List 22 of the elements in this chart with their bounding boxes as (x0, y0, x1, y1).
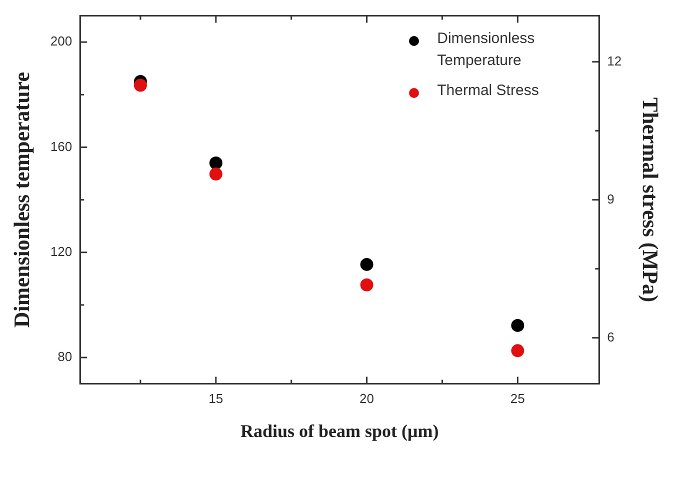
y-axis-title: Dimensionless temperature (8, 72, 34, 328)
legend-label: Thermal Stress (437, 80, 540, 101)
point (360, 258, 374, 271)
x-tick-label: 15 (208, 391, 224, 406)
x-tick-label: 20 (360, 391, 374, 406)
point (134, 78, 147, 92)
legend-label: Dimensionless Temperature (437, 28, 536, 71)
point (209, 156, 222, 170)
y2-tick-label: 9 (607, 191, 614, 206)
point (511, 344, 524, 358)
y2-tick-label: 12 (607, 53, 622, 68)
y-tick-label: 160 (50, 138, 72, 154)
point (360, 278, 374, 292)
y-tick-label: 200 (50, 34, 72, 49)
x-tick-label: 25 (510, 391, 525, 406)
y2-tick-label: 6 (607, 329, 614, 344)
y-tick-label: 80 (58, 349, 72, 364)
point (511, 318, 524, 332)
x-axis-title: Radius of beam spot (μm) (240, 420, 439, 441)
y2-axis-title: Thermal stress (MPa) (638, 97, 664, 302)
point (209, 168, 222, 181)
y-tick-label: 120 (50, 244, 72, 259)
